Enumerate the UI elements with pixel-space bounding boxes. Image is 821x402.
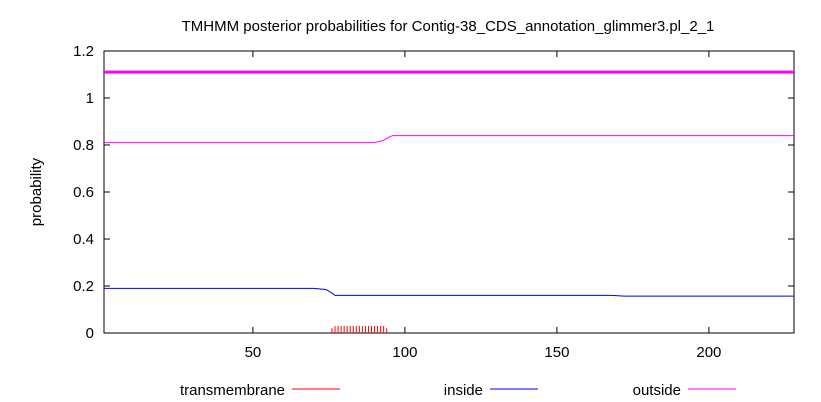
legend-label-transmembrane: transmembrane xyxy=(180,382,285,399)
legend-label-outside: outside xyxy=(633,382,681,399)
plot-frame xyxy=(103,50,795,334)
legend-label-inside: inside xyxy=(444,382,483,399)
x-tick-label: 100 xyxy=(392,344,417,361)
inside-series-line xyxy=(104,287,794,297)
chart-title: TMHMM posterior probabilities for Contig… xyxy=(182,18,715,35)
plot-area: 0 0.2 0.4 0.6 0.8 1 1.2 50 100 150 200 xyxy=(73,43,795,361)
x-tick-label: 200 xyxy=(696,344,721,361)
y-tick-label: 0 xyxy=(86,325,94,342)
x-tick-label: 150 xyxy=(544,344,569,361)
y-tick-label: 0.6 xyxy=(73,184,94,201)
x-tick-label: 50 xyxy=(245,344,262,361)
y-tick-label: 1 xyxy=(86,90,94,107)
legend: transmembrane inside outside xyxy=(180,382,736,399)
y-tick-label: 0.2 xyxy=(73,278,94,295)
y-axis-label: probability xyxy=(28,157,45,226)
y-tick-label: 0.8 xyxy=(73,137,94,154)
y-tick-label: 1.2 xyxy=(73,43,94,60)
outside-series-line xyxy=(104,135,794,144)
y-tick-label: 0.4 xyxy=(73,231,94,248)
